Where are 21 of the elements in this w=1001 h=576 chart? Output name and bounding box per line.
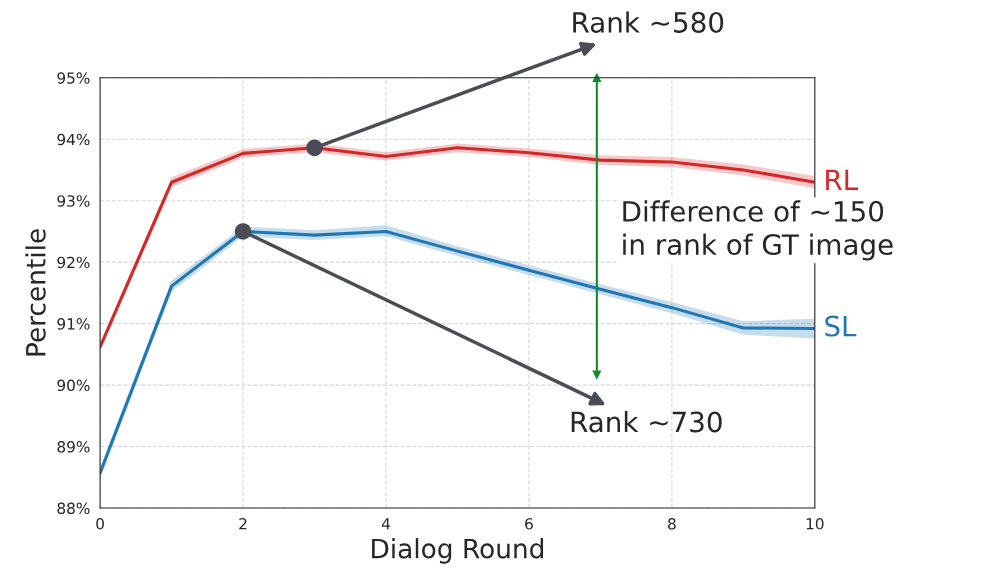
- annotation: Rank ~580: [573, 11, 724, 33]
- y-tick-label: 88%: [57, 502, 90, 515]
- x-tick-label: 2: [239, 518, 247, 530]
- y-tick-label: 95%: [57, 72, 90, 84]
- series-label: RL: [826, 169, 859, 190]
- y-tick-label: 89%: [57, 441, 90, 453]
- x-tick-label: 8: [668, 518, 676, 530]
- x-tick-label: 4: [381, 518, 390, 530]
- series-label: SL: [825, 315, 857, 337]
- y-tick-label: 91%: [57, 318, 90, 330]
- y-axis-title: Percentile: [25, 229, 46, 356]
- y-tick-label: 90%: [57, 379, 90, 392]
- y-tick-label: 93%: [57, 195, 90, 207]
- annotation: Rank ~730: [571, 410, 722, 433]
- x-tick-label: 0: [96, 518, 104, 530]
- annotation: Difference of ~150 in rank of GT image: [623, 200, 893, 261]
- y-tick-label: 94%: [57, 133, 90, 146]
- x-axis-title: Dialog Round: [372, 538, 544, 564]
- x-tick-label: 10: [806, 518, 824, 530]
- y-tick-label: 92%: [57, 256, 90, 269]
- x-tick-label: 6: [525, 518, 533, 530]
